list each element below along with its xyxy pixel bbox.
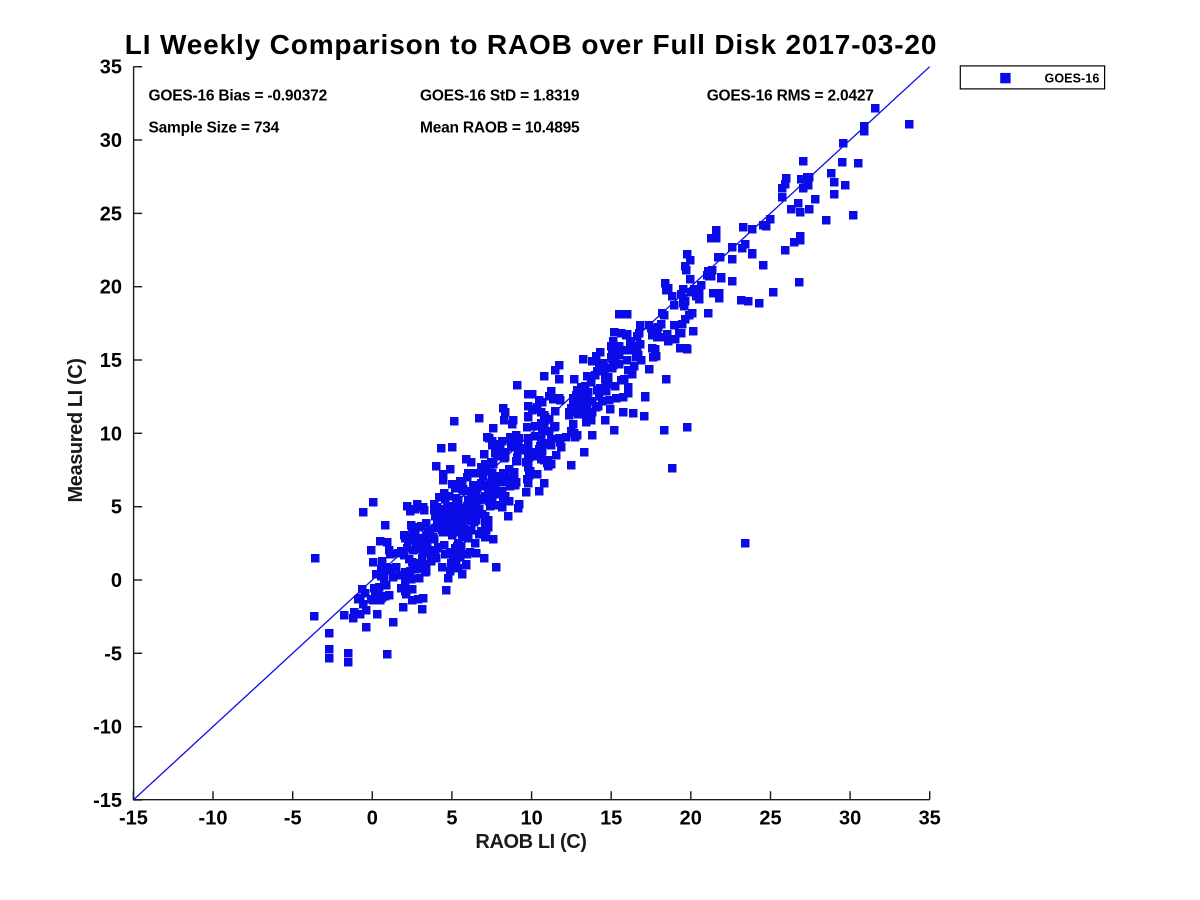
svg-text:Sample Size = 734: Sample Size = 734	[149, 120, 280, 137]
svg-text:-15: -15	[119, 808, 148, 830]
svg-text:10: 10	[520, 808, 542, 830]
svg-text:25: 25	[100, 203, 122, 225]
svg-text:20: 20	[100, 277, 122, 299]
svg-text:GOES-16 Bias = -0.90372: GOES-16 Bias = -0.90372	[149, 88, 328, 105]
svg-text:GOES-16 RMS = 2.0427: GOES-16 RMS = 2.0427	[707, 88, 874, 105]
svg-text:0: 0	[367, 808, 378, 830]
svg-text:5: 5	[111, 497, 122, 519]
svg-text:GOES-16 StD = 1.8319: GOES-16 StD = 1.8319	[420, 88, 580, 105]
svg-text:LI Weekly Comparison to RAOB o: LI Weekly Comparison to RAOB over Full D…	[125, 29, 938, 60]
svg-text:Measured LI (C): Measured LI (C)	[65, 358, 87, 502]
svg-text:-10: -10	[199, 808, 228, 830]
svg-text:25: 25	[759, 808, 781, 830]
svg-text:GOES-16: GOES-16	[1045, 71, 1100, 85]
svg-text:0: 0	[111, 570, 122, 592]
svg-text:-5: -5	[104, 643, 122, 665]
svg-text:15: 15	[100, 350, 122, 372]
svg-text:-15: -15	[93, 790, 122, 812]
svg-text:RAOB LI (C): RAOB LI (C)	[475, 831, 586, 853]
svg-text:10: 10	[100, 423, 122, 445]
svg-text:20: 20	[680, 808, 702, 830]
svg-text:Mean RAOB = 10.4895: Mean RAOB = 10.4895	[420, 120, 580, 137]
svg-text:-10: -10	[93, 717, 122, 739]
svg-text:30: 30	[100, 130, 122, 152]
svg-text:35: 35	[919, 808, 941, 830]
svg-text:5: 5	[446, 808, 457, 830]
svg-text:35: 35	[100, 57, 122, 79]
svg-text:15: 15	[600, 808, 622, 830]
svg-text:-5: -5	[284, 808, 302, 830]
svg-text:30: 30	[839, 808, 861, 830]
